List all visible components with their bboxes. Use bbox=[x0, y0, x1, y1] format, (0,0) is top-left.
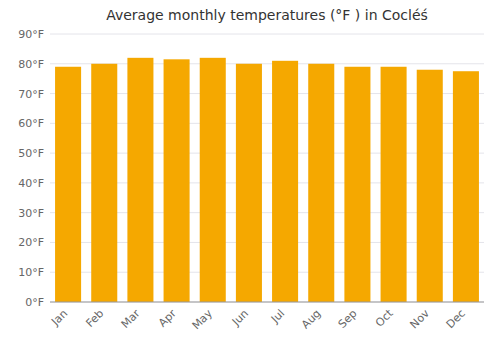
y-tick-label: 50°F bbox=[18, 147, 44, 160]
x-tick-label: Jan bbox=[48, 307, 70, 329]
bar bbox=[272, 61, 298, 302]
title: Average monthly temperatures (°F ) in Co… bbox=[106, 7, 428, 23]
x-tick-label: Oct bbox=[373, 306, 396, 329]
x-tick-label: Feb bbox=[83, 307, 106, 330]
x-tick-label: Jul bbox=[268, 307, 287, 326]
y-tick-label: 40°F bbox=[18, 177, 44, 190]
y-tick-label: 20°F bbox=[18, 236, 44, 249]
bar bbox=[127, 58, 153, 302]
bar bbox=[236, 64, 262, 302]
bar bbox=[344, 67, 370, 302]
x-tick-label: Aug bbox=[299, 307, 323, 331]
grid-line bbox=[50, 302, 484, 303]
y-tick-label: 80°F bbox=[18, 58, 44, 71]
grid bbox=[50, 34, 484, 302]
x-tick-label: Nov bbox=[407, 307, 432, 332]
bar bbox=[200, 58, 226, 302]
y-tick-label: 90°F bbox=[18, 28, 44, 41]
x-tick-label: May bbox=[190, 307, 216, 333]
bar bbox=[164, 59, 190, 302]
x-tick-label: Sep bbox=[336, 307, 360, 331]
x-tick-label: Jun bbox=[229, 307, 251, 329]
bars bbox=[55, 58, 479, 302]
bar bbox=[308, 64, 334, 302]
bar bbox=[381, 67, 407, 302]
bar bbox=[91, 64, 117, 302]
grid-line bbox=[50, 34, 484, 35]
y-tick-label: 60°F bbox=[18, 117, 44, 130]
x-tick-label: Dec bbox=[444, 307, 468, 331]
y-tick-label: 30°F bbox=[18, 207, 44, 220]
y-tick-label: 0°F bbox=[25, 296, 44, 309]
bar bbox=[55, 67, 81, 302]
bar bbox=[417, 70, 443, 302]
y-tick-label: 10°F bbox=[18, 266, 44, 279]
x-axis: Jan Feb Mar Apr May Jun Jul Aug Sep Oct Nov Dec bbox=[48, 306, 468, 332]
x-tick-label: Apr bbox=[156, 307, 179, 330]
bar bbox=[453, 71, 479, 302]
chart: Average monthly temperatures (°F ) in Co… bbox=[0, 0, 500, 350]
x-axis-line bbox=[50, 302, 484, 303]
y-axis: 0°F 10°F 20°F 30°F 40°F 50°F 60°F 70°F 80°F 90°F bbox=[18, 28, 44, 309]
y-tick-label: 70°F bbox=[18, 88, 44, 101]
x-tick-label: Mar bbox=[119, 307, 143, 331]
